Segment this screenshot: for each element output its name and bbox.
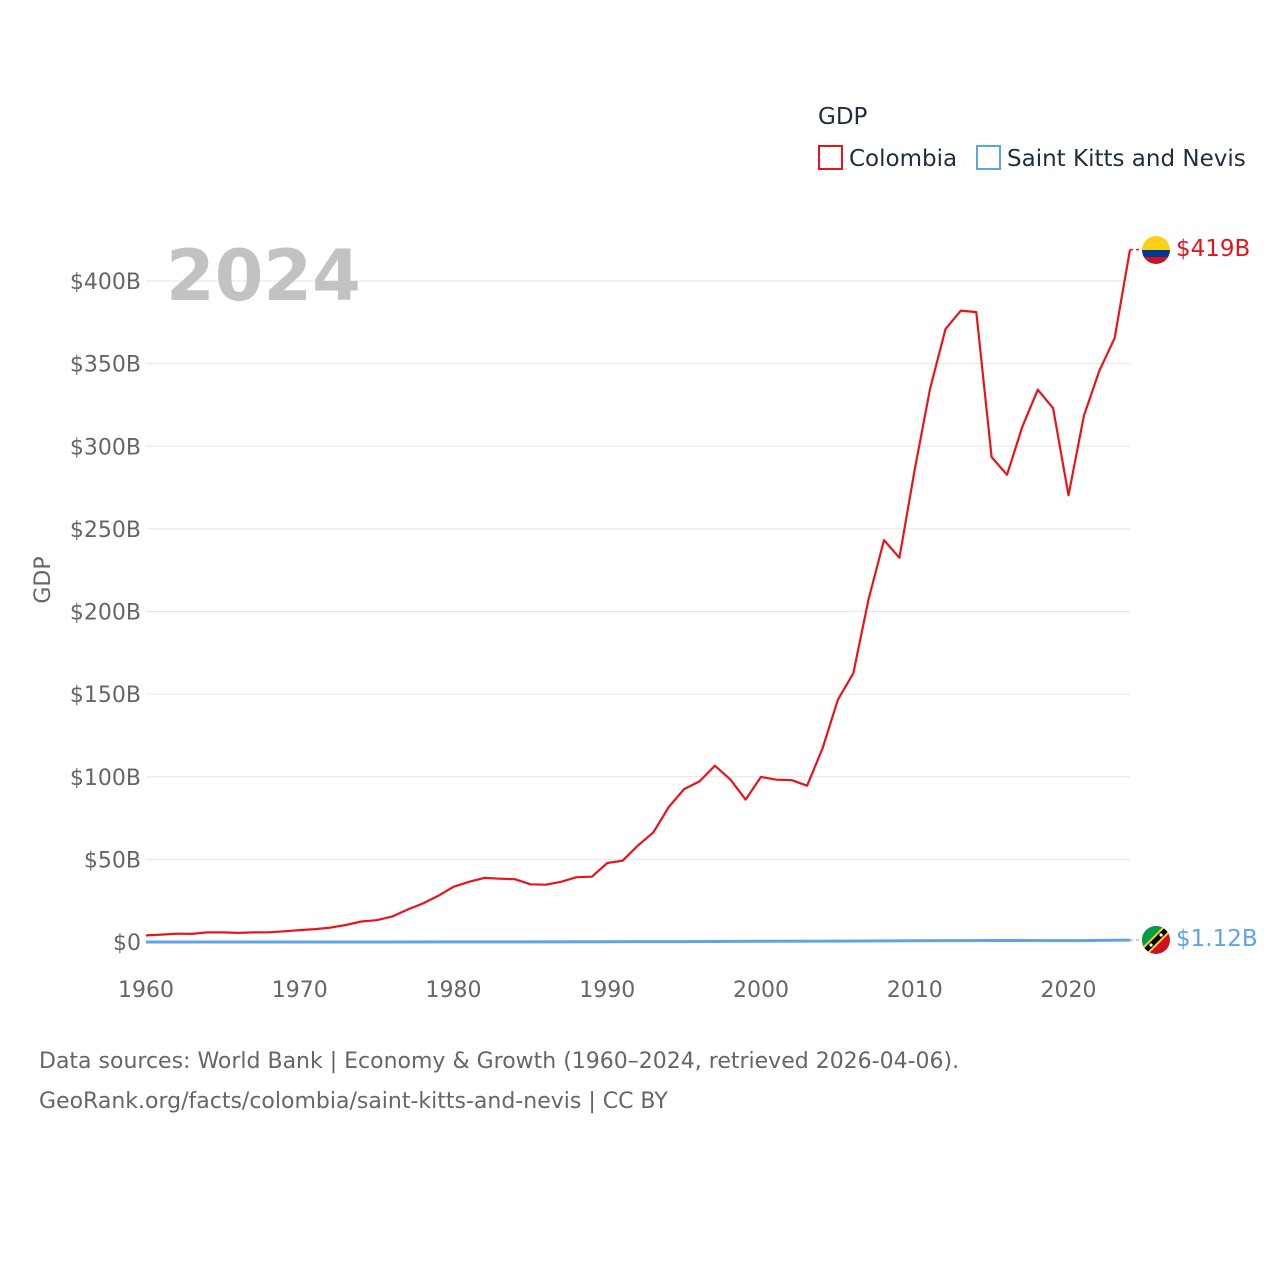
x-tick-label: 2020 [1041,978,1097,1003]
y-tick-label: $200B [70,601,141,626]
legend-label-saint-kitts: Saint Kitts and Nevis [1007,146,1246,172]
y-tick-label: $0 [113,931,141,956]
x-axis-ticks: 1960 1970 1980 1990 2000 2010 2020 [118,978,1097,1003]
legend-title: GDP [818,104,868,130]
x-tick-label: 1990 [579,978,635,1003]
legend-item-saint-kitts[interactable]: Saint Kitts and Nevis [976,145,1246,172]
x-tick-label: 2000 [733,978,789,1003]
grid-lines [146,280,1130,860]
y-tick-label: $150B [70,683,141,708]
source-line-1: Data sources: World Bank | Economy & Gro… [39,1049,959,1074]
y-tick-label: $250B [70,518,141,543]
series-line-saint-kitts-and-nevis[interactable] [146,938,1131,944]
y-tick-label: $350B [70,353,141,378]
series-lines [145,248,1141,944]
x-tick-label: 1970 [272,978,328,1003]
y-tick-label: $50B [84,848,141,873]
y-tick-label: $300B [70,435,141,460]
legend-swatch-saint-kitts [976,145,1001,170]
colombia-end-label: $419B [1176,236,1250,262]
y-axis-ticks: $0 $50B $100B $150B $200B $250B $300B $350B $400… [70,270,141,956]
x-tick-label: 2010 [887,978,943,1003]
y-tick-label: $100B [70,766,141,791]
year-label: 2024 [166,235,361,317]
y-tick-label: $400B [70,270,141,295]
x-tick-label: 1980 [426,978,482,1003]
legend-label-colombia: Colombia [849,146,957,172]
source-line-2: GeoRank.org/facts/colombia/saint-kitts-a… [39,1089,668,1114]
saint-kitts-flag-icon [1142,926,1170,954]
series-line-colombia[interactable] [145,249,1132,937]
saint-kitts-end-label: $1.12B [1176,926,1258,952]
y-axis-label: GDP [31,556,56,603]
legend-item-colombia[interactable]: Colombia [818,145,957,172]
x-tick-label: 1960 [118,978,174,1003]
legend: GDP Colombia Saint Kitts and Nevis [818,104,1246,172]
colombia-flag-icon [1142,236,1170,264]
legend-swatch-colombia [818,145,843,170]
